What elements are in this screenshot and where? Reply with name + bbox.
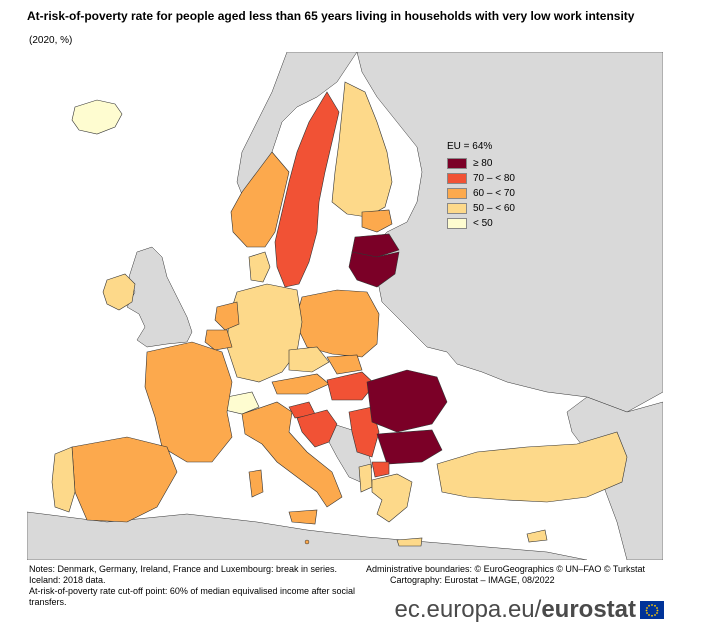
legend-label: ≥ 80 [473,158,493,169]
cartography-credit: Cartography: Eurostat – IMAGE, 08/2022 [390,575,555,585]
country-netherlands [214,301,240,331]
legend-swatch [447,158,467,169]
country-albania [358,463,373,493]
country-france [144,341,233,463]
country-crete [396,537,423,547]
country-poland [294,289,380,358]
country-lithuania [348,251,400,288]
legend-swatch [447,203,467,214]
legend-item: 60 – < 70 [447,186,557,201]
country-portugal [51,446,76,513]
country-norway [230,151,290,248]
country-italy [241,401,343,508]
country-belgium [204,329,233,351]
europe-map [27,52,663,560]
note-line: Iceland: 2018 data. [29,575,106,585]
note-line: Notes: Denmark, Germany, Ireland, France… [29,564,337,574]
country-latvia [351,233,400,258]
map-subtitle: (2020, %) [29,35,73,46]
country-ireland [102,273,136,311]
country-sweden [274,91,340,288]
country-malta [304,539,310,545]
legend-swatch [447,173,467,184]
country-slovakia [326,354,363,375]
country-croatia [296,409,338,448]
country-greece [371,473,413,523]
country-turkey [436,431,628,503]
legend-swatch [447,188,467,199]
eurostat-logo[interactable]: ec.europa.eu/eurostat [386,594,664,626]
legend-label: 70 – < 80 [473,173,515,184]
country-austria [271,373,330,395]
eu-flag-icon [640,601,664,619]
legend-item: ≥ 80 [447,156,557,171]
legend-label: 60 – < 70 [473,188,515,199]
country-bulgaria [376,429,443,465]
source-credits: Administrative boundaries: © EuroGeograp… [366,564,666,586]
country-romania [366,369,448,433]
country-czechia [288,346,330,373]
country-north-macedonia [371,461,390,478]
legend-item: 50 – < 60 [447,201,557,216]
legend-label: 50 – < 60 [473,203,515,214]
brand-name: eurostat [541,596,636,623]
country-denmark [248,251,271,283]
notes: Notes: Denmark, Germany, Ireland, France… [29,564,369,608]
admin-boundaries: Administrative boundaries: © EuroGeograp… [366,564,646,574]
country-cyprus [526,529,548,543]
country-sardinia [248,469,264,498]
legend-label: < 50 [473,218,493,229]
country-spain [71,436,178,523]
legend-swatch [447,218,467,229]
country-estonia [361,209,393,233]
legend-title: EU = 64% [447,141,493,152]
country-iceland [71,99,123,135]
legend-item: < 50 [447,216,557,231]
note-line: At-risk-of-poverty rate cut-off point: 6… [29,586,355,607]
map-title: At-risk-of-poverty rate for people aged … [27,9,635,23]
brand-url: ec.europa.eu/ [394,596,542,623]
map-legend: EU = 64% ≥ 80 70 – < 80 60 – < 70 50 – <… [447,141,557,231]
legend-item: 70 – < 80 [447,171,557,186]
non-data-land-africa [27,511,588,560]
country-sicily [288,509,318,525]
